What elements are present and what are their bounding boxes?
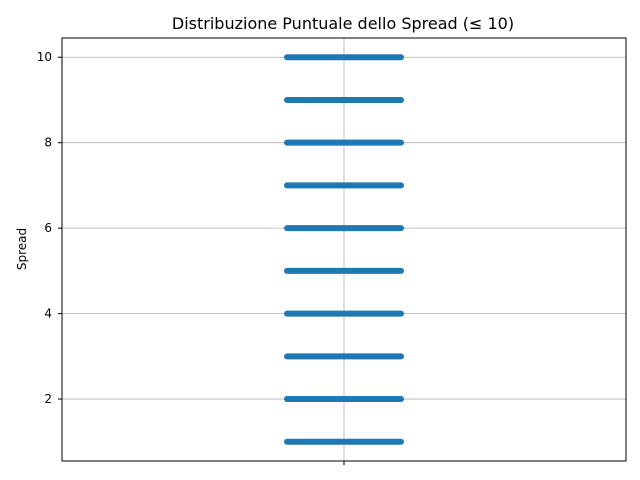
y-tick-label: 8 — [44, 136, 52, 150]
y-tick-label: 10 — [37, 50, 52, 64]
y-tick-label: 2 — [44, 392, 52, 406]
y-tick-label: 6 — [44, 221, 52, 235]
data-marks — [284, 54, 404, 445]
chart-title: Distribuzione Puntuale dello Spread (≤ 1… — [172, 14, 514, 33]
y-axis-label: Spread — [15, 228, 29, 270]
axes: 2 4 6 8 10 — [37, 37, 627, 465]
y-tick-label: 4 — [44, 307, 52, 321]
